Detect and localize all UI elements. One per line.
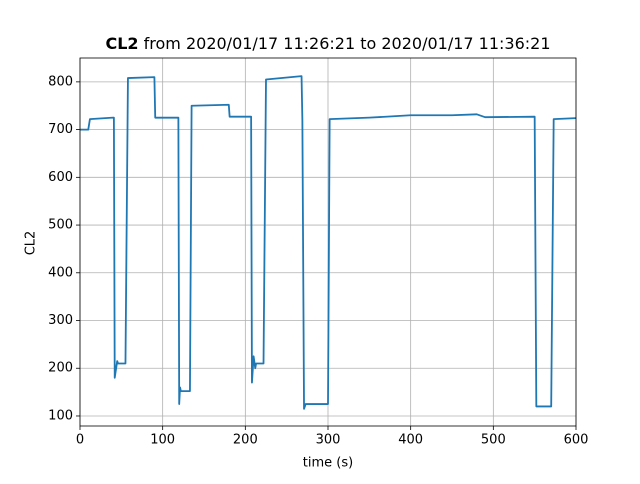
x-tick-label: 500 xyxy=(481,433,506,448)
y-tick-label: 600 xyxy=(48,170,73,185)
y-tick-label: 700 xyxy=(48,122,73,137)
x-tick-label: 0 xyxy=(76,433,84,448)
y-tick-label: 200 xyxy=(48,361,73,376)
y-tick-label: 300 xyxy=(48,313,73,328)
y-tick-label: 500 xyxy=(48,218,73,233)
data-line xyxy=(80,75,577,410)
title-bold: CL2 xyxy=(105,34,138,53)
chart-title: CL2 from 2020/01/17 11:26:21 to 2020/01/… xyxy=(105,34,550,53)
y-axis-label: CL2 xyxy=(24,231,39,256)
x-tick-label: 400 xyxy=(398,433,423,448)
x-tick-label: 200 xyxy=(233,433,258,448)
title-rest: from 2020/01/17 11:26:21 to 2020/01/17 1… xyxy=(144,34,551,53)
plot-frame xyxy=(79,57,577,427)
y-tick-label: 100 xyxy=(48,408,73,423)
y-tick-label: 800 xyxy=(48,74,73,89)
x-axis-label: time (s) xyxy=(303,456,353,471)
x-tick-label: 300 xyxy=(316,433,341,448)
y-tick-label: 400 xyxy=(48,265,73,280)
x-tick-label: 600 xyxy=(564,433,589,448)
x-tick-label: 100 xyxy=(150,433,175,448)
